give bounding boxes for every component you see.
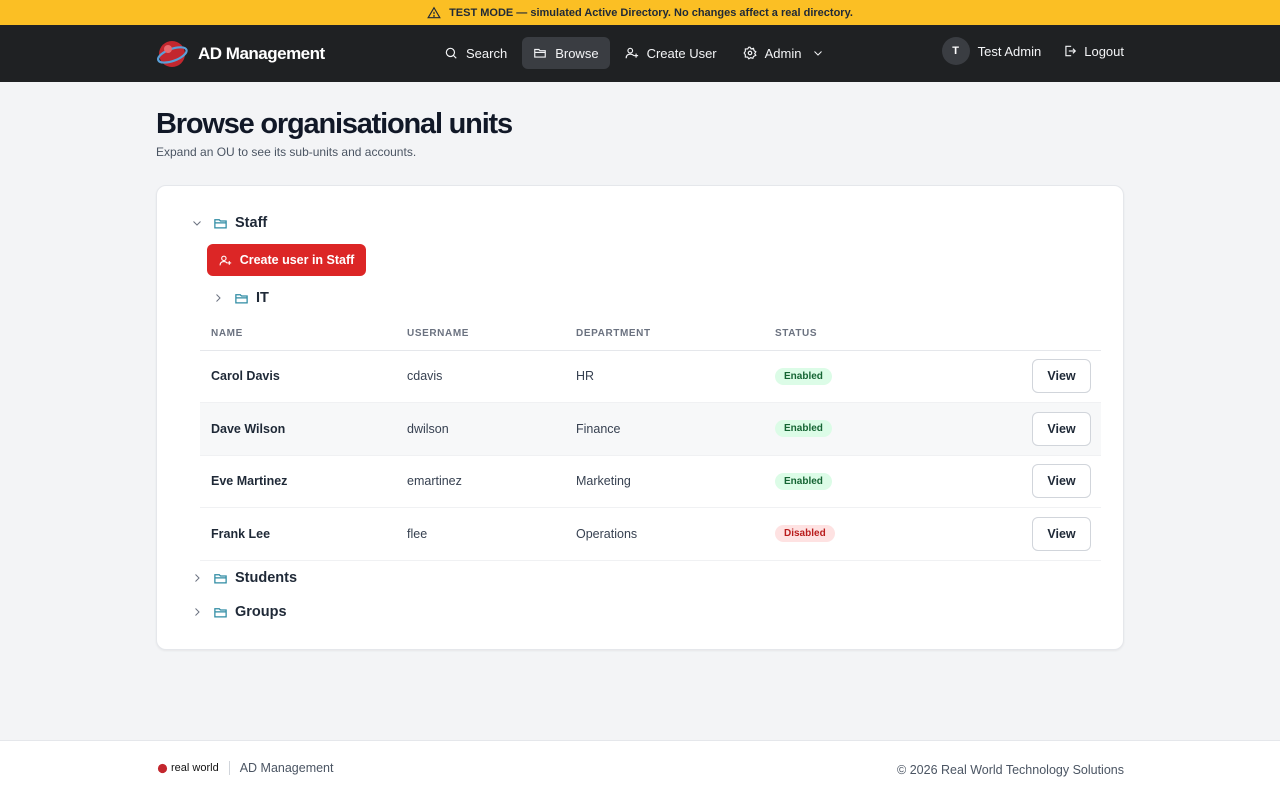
status-badge: Enabled <box>775 420 832 438</box>
chevron-right-icon[interactable] <box>191 572 203 584</box>
page-header: Browse organisational units Expand an OU… <box>156 108 513 159</box>
folder-icon <box>235 293 248 303</box>
ou-label-students: Students <box>235 570 298 586</box>
footer-divider <box>228 761 230 775</box>
cell-action: View <box>922 507 1101 561</box>
nav-right: T Test Admin Logout <box>941 37 1124 65</box>
cell-status: Enabled <box>764 350 923 403</box>
nav-links: Search Browse Create User Admin <box>433 37 835 69</box>
brand[interactable]: AD Management <box>156 38 325 70</box>
user-plus-icon <box>625 47 638 59</box>
ou-tree-card: Staff Create user in Staff IT NAME USERN… <box>156 185 1124 650</box>
ou-label-groups: Groups <box>235 604 287 620</box>
nav-create-user-label: Create User <box>646 45 717 61</box>
copyright: © 2026 Real World Technology Solutions <box>897 763 1124 777</box>
page-title: Browse organisational units <box>156 108 513 140</box>
column-header-actions <box>922 317 1101 351</box>
gear-icon <box>743 46 757 60</box>
table-row: Dave Wilson dwilson Finance Enabled View <box>200 402 1101 456</box>
footer-logo-text: real world <box>171 762 219 774</box>
cell-username: dwilson <box>396 402 565 456</box>
user-menu[interactable]: T Test Admin <box>941 37 1042 65</box>
logout-button[interactable]: Logout <box>1063 44 1124 59</box>
folder-icon <box>214 607 227 617</box>
logout-icon <box>1065 45 1077 57</box>
cell-department: Finance <box>565 402 764 456</box>
user-name: Test Admin <box>977 43 1042 59</box>
table-row: Frank Lee flee Operations Disabled View <box>200 507 1101 561</box>
cell-username: flee <box>396 507 565 561</box>
cell-action: View <box>922 402 1101 456</box>
chevron-down-icon[interactable] <box>191 217 203 229</box>
accounts-table: NAME USERNAME DEPARTMENT STATUS Carol Da… <box>200 317 1101 561</box>
nav-browse[interactable]: Browse <box>522 37 610 69</box>
ou-node-students[interactable]: Students <box>191 570 297 586</box>
chevron-down-icon <box>813 51 822 56</box>
column-header-department[interactable]: DEPARTMENT <box>565 317 764 351</box>
cell-name: Frank Lee <box>200 507 396 561</box>
top-navbar: AD Management Search Browse Create User … <box>0 25 1280 82</box>
warning-icon <box>427 6 441 18</box>
view-button[interactable]: View <box>1032 359 1091 394</box>
cell-username: cdavis <box>396 350 565 403</box>
ou-label-staff: Staff <box>235 215 268 231</box>
cell-status: Enabled <box>764 402 923 456</box>
cell-username: emartinez <box>396 455 565 508</box>
cell-department: HR <box>565 350 764 403</box>
cell-action: View <box>922 455 1101 508</box>
column-header-status[interactable]: STATUS <box>764 317 923 351</box>
company-logo[interactable]: real world <box>157 762 219 774</box>
chevron-right-icon[interactable] <box>191 606 203 618</box>
nav-admin-dropdown[interactable]: Admin <box>732 37 835 69</box>
page-subtitle: Expand an OU to see its sub-units and ac… <box>156 145 417 159</box>
ou-node-it[interactable]: IT <box>212 290 269 306</box>
column-header-username[interactable]: USERNAME <box>396 317 565 351</box>
cell-name: Dave Wilson <box>200 402 396 456</box>
footer: real world AD Management © 2026 Real Wor… <box>0 740 1280 800</box>
brand-name: AD Management <box>198 43 325 63</box>
table-row: Eve Martinez emartinez Marketing Enabled… <box>200 455 1101 508</box>
app-logo-icon <box>156 40 188 67</box>
avatar: T <box>941 37 970 65</box>
folder-icon <box>534 48 547 58</box>
table-header-row: NAME USERNAME DEPARTMENT STATUS <box>200 317 1101 351</box>
ou-node-groups[interactable]: Groups <box>191 604 287 620</box>
cell-department: Operations <box>565 507 764 561</box>
nav-search-label: Search <box>466 45 508 61</box>
logout-label: Logout <box>1084 43 1124 59</box>
chevron-right-icon[interactable] <box>212 292 224 304</box>
table-row: Carol Davis cdavis HR Enabled View <box>200 350 1101 403</box>
user-plus-icon <box>219 255 231 265</box>
create-user-label: Create user in Staff <box>239 253 355 267</box>
create-user-in-staff-button[interactable]: Create user in Staff <box>207 244 366 276</box>
banner-text: TEST MODE — simulated Active Directory. … <box>449 6 853 19</box>
column-header-name[interactable]: NAME <box>200 317 396 351</box>
view-button[interactable]: View <box>1032 411 1091 446</box>
cell-name: Eve Martinez <box>200 455 396 508</box>
status-badge: Enabled <box>775 472 832 490</box>
view-button[interactable]: View <box>1032 464 1091 499</box>
status-badge: Disabled <box>775 525 835 543</box>
test-mode-banner: TEST MODE — simulated Active Directory. … <box>0 0 1280 25</box>
nav-browse-label: Browse <box>555 45 599 61</box>
cell-name: Carol Davis <box>200 350 396 403</box>
search-icon <box>445 47 457 59</box>
nav-admin-label: Admin <box>764 45 802 61</box>
cell-status: Disabled <box>764 507 923 561</box>
status-badge: Enabled <box>775 367 832 385</box>
footer-left: real world AD Management <box>157 761 334 775</box>
nav-search[interactable]: Search <box>433 37 518 69</box>
folder-icon <box>214 573 227 583</box>
view-button[interactable]: View <box>1032 516 1091 551</box>
logo-mark-icon <box>157 763 168 773</box>
cell-department: Marketing <box>565 455 764 508</box>
ou-label-it: IT <box>256 290 269 306</box>
folder-icon <box>214 218 227 228</box>
cell-status: Enabled <box>764 455 923 508</box>
ou-node-staff[interactable]: Staff <box>191 215 267 231</box>
cell-action: View <box>922 350 1101 403</box>
nav-create-user[interactable]: Create User <box>614 37 728 69</box>
footer-app-name: AD Management <box>239 761 334 775</box>
